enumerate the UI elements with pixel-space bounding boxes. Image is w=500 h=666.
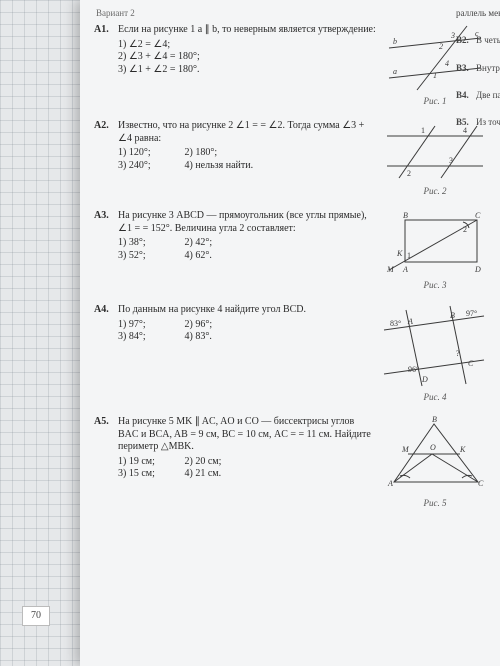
opt: 2) 20 см;: [185, 456, 249, 469]
task-options: 1) 97°; 2) 96°; 3) 84°; 4) 83°.: [118, 319, 376, 344]
svg-text:A: A: [407, 317, 413, 326]
opt: 1) 97°;: [118, 319, 182, 332]
opt: 1) 120°;: [118, 147, 182, 160]
svg-text:M: M: [386, 265, 395, 274]
svg-text:M: M: [401, 445, 410, 454]
fig-caption: Рис. 4: [380, 392, 490, 402]
task-text: Известно, что на рисунке 2 ∠1 = = ∠2. То…: [118, 120, 380, 196]
task-options: 1) 38°; 2) 42°; 3) 52°; 4) 62°.: [118, 237, 376, 262]
task-statement: Если на рисунке 1 a ∥ b, то неверным явл…: [118, 24, 376, 35]
right-fragment: B4.Две пара параллел этом угл ществуе: [456, 90, 500, 101]
page: Вариант 2 A1. Если на рисунке 1 a ∥ b, т…: [80, 0, 500, 666]
right-fragment: B2.В четыре угол D, е: [456, 35, 500, 46]
svg-text:1: 1: [407, 251, 411, 260]
task-statement: Известно, что на рисунке 2 ∠1 = = ∠2. То…: [118, 120, 364, 144]
svg-text:C: C: [478, 479, 484, 488]
opt: 1) 38°;: [118, 237, 182, 250]
task-text: По данным на рисунке 4 найдите угол BCD.…: [118, 304, 380, 402]
task-a1: A1. Если на рисунке 1 a ∥ b, то неверным…: [94, 24, 490, 106]
right-fragment: B5.Из точки куляры равен 12: [456, 117, 500, 128]
opt: 2) 42°;: [185, 237, 249, 250]
task-text: На рисунке 3 ABCD — прямоугольник (все у…: [118, 210, 380, 290]
svg-text:K: K: [396, 249, 403, 258]
opt: 2) ∠3 + ∠4 = 180°;: [118, 51, 376, 64]
svg-text:3: 3: [450, 31, 455, 40]
task-label: A3.: [94, 210, 118, 290]
svg-text:a: a: [393, 67, 397, 76]
svg-text:C: C: [468, 359, 474, 368]
task-statement: На рисунке 5 MK ∥ AC, AO и CO — биссектр…: [118, 416, 371, 452]
angle-label: ?: [456, 349, 460, 358]
angle-label: 83°: [390, 319, 401, 328]
task-options: 1) 19 см; 2) 20 см; 3) 15 см; 4) 21 см.: [118, 456, 376, 481]
right-fragment: B3.Внутри у прямые прямым: [456, 63, 500, 74]
task-text: На рисунке 5 MK ∥ AC, AO и CO — биссектр…: [118, 416, 380, 508]
task-a5: A5. На рисунке 5 MK ∥ AC, AO и CO — бисс…: [94, 416, 490, 508]
opt: 4) 21 см.: [185, 468, 249, 481]
task-statement: По данным на рисунке 4 найдите угол BCD.: [118, 304, 306, 315]
page-number: 70: [22, 606, 50, 626]
task-text: Если на рисунке 1 a ∥ b, то неверным явл…: [118, 24, 380, 106]
svg-text:B: B: [403, 211, 408, 220]
svg-text:2: 2: [407, 169, 411, 178]
svg-text:1: 1: [421, 126, 425, 135]
svg-text:O: O: [430, 443, 436, 452]
svg-text:b: b: [393, 37, 397, 46]
svg-text:B: B: [432, 416, 437, 424]
variant-header: Вариант 2: [96, 8, 490, 18]
figure-5: B A C M K O Рис. 5: [380, 416, 490, 508]
opt: 4) 62°.: [185, 250, 249, 263]
task-label: A2.: [94, 120, 118, 196]
svg-text:1: 1: [433, 71, 437, 80]
task-label: A5.: [94, 416, 118, 508]
angle-label: 96°: [408, 365, 419, 374]
task-statement: На рисунке 3 ABCD — прямоугольник (все у…: [118, 210, 367, 234]
right-fragment: раллель меньш: [456, 8, 500, 19]
opt: 3) ∠1 + ∠2 = 180°.: [118, 64, 376, 77]
svg-text:K: K: [459, 445, 466, 454]
svg-text:3: 3: [449, 156, 453, 165]
opt: 2) 180°;: [185, 147, 249, 160]
notebook-grid: 70: [0, 0, 80, 666]
task-a4: A4. По данным на рисунке 4 найдите угол …: [94, 304, 490, 402]
task-options: 1) ∠2 = ∠4; 2) ∠3 + ∠4 = 180°; 3) ∠1 + ∠…: [118, 39, 376, 77]
opt: 1) ∠2 = ∠4;: [118, 39, 376, 52]
right-cut-column: раллель меньш B2.В четыре угол D, е B3.В…: [456, 0, 500, 348]
svg-text:A: A: [387, 479, 393, 488]
svg-text:4: 4: [445, 59, 449, 68]
svg-text:2: 2: [439, 42, 443, 51]
opt: 3) 15 см;: [118, 468, 182, 481]
task-label: A1.: [94, 24, 118, 106]
task-label: A4.: [94, 304, 118, 402]
fig-caption: Рис. 5: [380, 498, 490, 508]
opt: 3) 52°;: [118, 250, 182, 263]
opt: 1) 19 см;: [118, 456, 182, 469]
opt: 4) нельзя найти.: [185, 160, 254, 173]
opt: 4) 83°.: [185, 331, 249, 344]
task-a2: A2. Известно, что на рисунке 2 ∠1 = = ∠2…: [94, 120, 490, 196]
opt: 2) 96°;: [185, 319, 249, 332]
task-a3: A3. На рисунке 3 ABCD — прямоугольник (в…: [94, 210, 490, 290]
svg-text:D: D: [421, 375, 428, 384]
svg-text:A: A: [402, 265, 408, 274]
svg-text:B: B: [450, 311, 455, 320]
opt: 3) 240°;: [118, 160, 182, 173]
opt: 3) 84°;: [118, 331, 182, 344]
task-options: 1) 120°; 2) 180°; 3) 240°; 4) нельзя най…: [118, 147, 376, 172]
